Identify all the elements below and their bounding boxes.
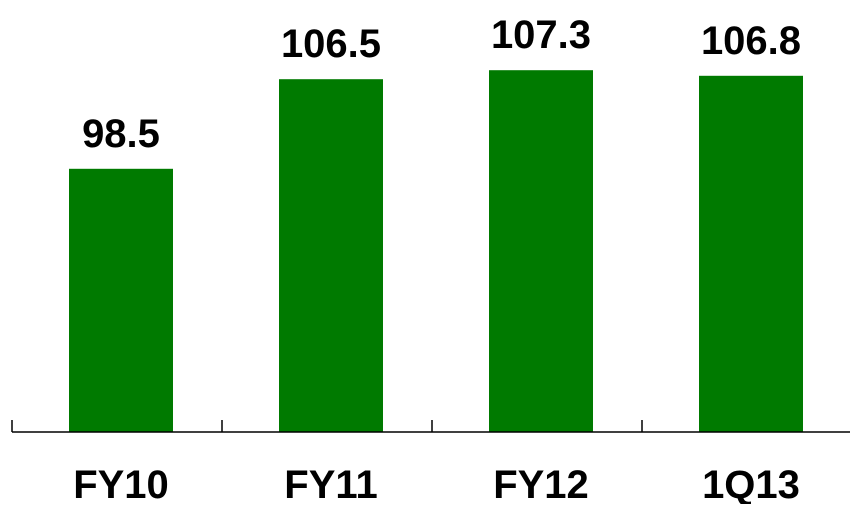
value-label-fy12: 107.3 <box>491 13 591 57</box>
bar-fy11 <box>279 79 383 432</box>
bars-layer <box>69 70 803 433</box>
bar-fy12 <box>489 70 593 432</box>
x-tick-labels-layer: FY10 FY11 FY12 1Q13 <box>73 463 800 507</box>
x-tick-label-1q13: 1Q13 <box>702 463 800 504</box>
bar-fy10 <box>69 168 173 433</box>
x-tick-label-fy10: FY10 <box>73 463 169 504</box>
value-label-1q13: 106.8 <box>701 19 801 63</box>
x-axis <box>11 420 850 433</box>
value-labels-layer: 98.5 106.5 107.3 106.8 <box>82 13 801 156</box>
value-label-fy10: 98.5 <box>82 112 160 156</box>
x-tick-label-fy12: FY12 <box>493 463 589 504</box>
value-label-fy11: 106.5 <box>281 22 381 66</box>
bar-1q13 <box>699 75 803 433</box>
x-tick-label-fy11: FY11 <box>284 463 377 504</box>
